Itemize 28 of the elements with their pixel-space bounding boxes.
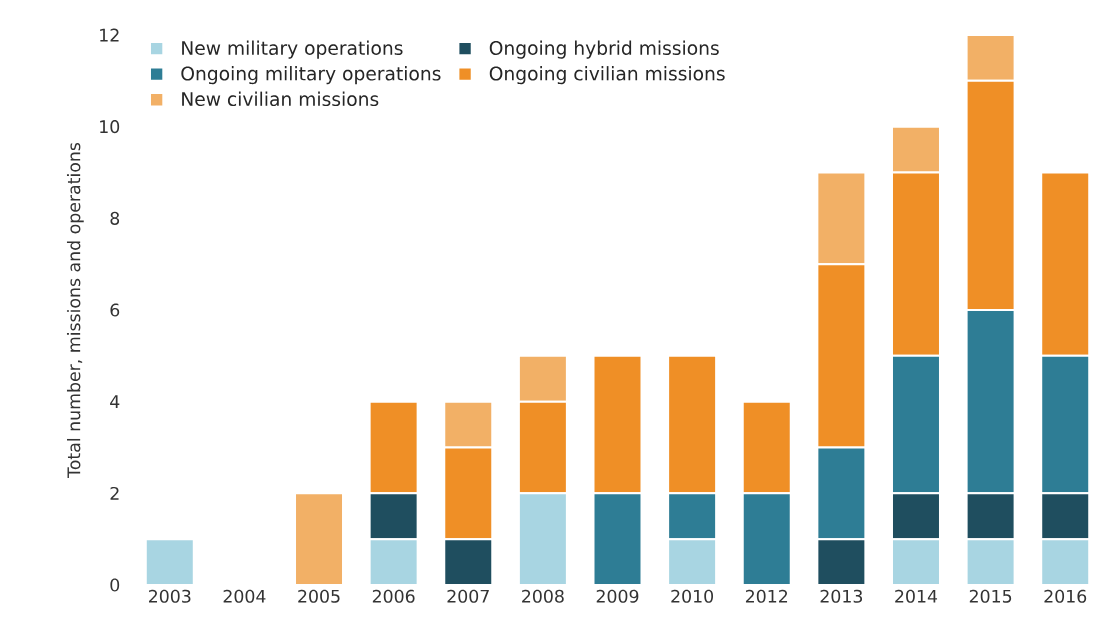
legend-label: New civilian missions	[182, 91, 379, 107]
bar	[294, 492, 345, 586]
x-tick-label: 2010	[671, 589, 714, 603]
x-tick-label: 2009	[596, 589, 639, 603]
legend-label: New military operations	[182, 40, 403, 59]
y-tick-label: 0	[110, 578, 120, 592]
x-tick-label: 2013	[820, 589, 863, 603]
y-tick-label: 4	[110, 395, 120, 408]
y-tick-label: 2	[110, 486, 119, 500]
legend-label: Ongoing hybrid missions	[489, 40, 719, 59]
x-tick-label: 2008	[522, 589, 564, 603]
x-tick-label: 2015	[969, 589, 1012, 603]
y-tick-label: 12	[100, 28, 119, 42]
legend-label: Ongoing military operations	[181, 66, 441, 85]
bar	[144, 538, 195, 586]
y-tick-label: 10	[100, 120, 120, 134]
y-tick-label: 8	[110, 211, 120, 225]
y-axis-title: Total number, missions and operations	[66, 142, 84, 478]
x-tick-label: 2014	[895, 589, 938, 603]
x-tick-label: 2007	[447, 589, 489, 603]
x-tick-label: 2005	[298, 589, 340, 603]
x-tick-label: 2004	[223, 589, 266, 603]
x-tick-label: 2012	[745, 589, 788, 603]
x-tick-label: 2003	[149, 589, 191, 603]
legend-label: Ongoing civilian missions	[489, 66, 725, 85]
x-tick-label: 2016	[1044, 589, 1087, 603]
x-tick-label: 2006	[372, 589, 415, 603]
y-tick-label: 6	[110, 303, 120, 317]
